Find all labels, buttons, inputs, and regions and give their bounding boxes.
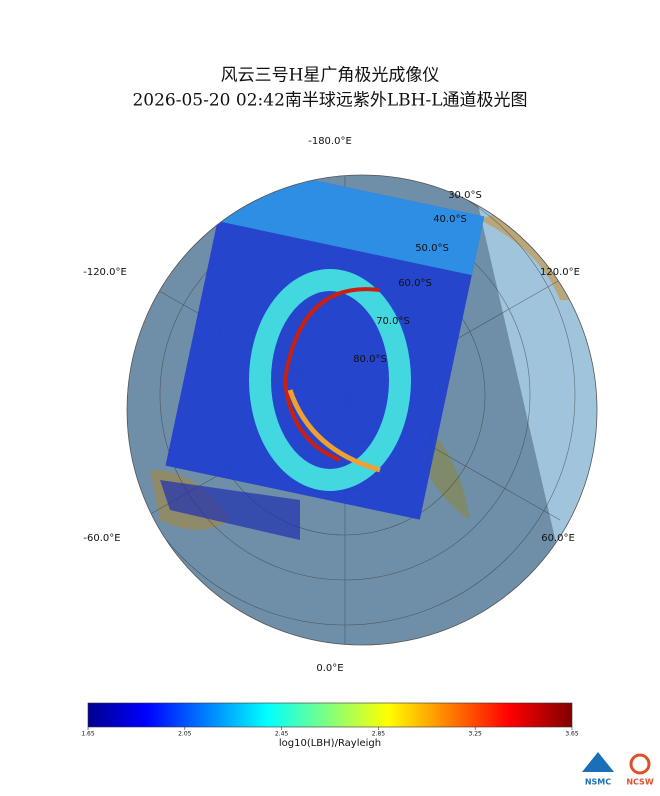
colorbar-tick-label: 3.65 — [565, 731, 579, 738]
colorbar-tick-label: 1.65 — [81, 731, 95, 738]
latitude-label: 60.0°S — [398, 278, 432, 289]
colorbar-tick-label: 3.25 — [469, 731, 483, 738]
colorbar-tick-label: 2.45 — [275, 731, 289, 738]
longitude-label: 60.0°E — [541, 533, 575, 544]
longitude-label: -60.0°E — [83, 533, 120, 544]
logo-text: NCSW — [626, 778, 653, 787]
latitude-label: 80.0°S — [353, 354, 387, 365]
logo: NSMC NCSW — [582, 752, 654, 787]
longitude-label: 0.0°E — [316, 663, 343, 674]
colorbar-tick-label: 2.05 — [178, 731, 192, 738]
longitude-label: -120.0°E — [83, 267, 127, 278]
latitude-label: 70.0°S — [376, 316, 410, 327]
title-line: 2026-05-20 02:42南半球远紫外LBH-L通道极光图 — [132, 91, 527, 111]
longitude-label: -180.0°E — [308, 136, 352, 147]
latitude-label: 50.0°S — [415, 243, 449, 254]
latitude-label: 40.0°S — [433, 214, 467, 225]
longitude-label: 120.0°E — [540, 267, 580, 278]
colorbar-label: log10(LBH)/Rayleigh — [279, 738, 381, 749]
latitude-label: 30.0°S — [448, 190, 482, 201]
globe — [127, 175, 597, 645]
colorbar — [87, 702, 573, 728]
colorbar-tick-label: 2.85 — [372, 731, 386, 738]
logo-text: NSMC — [585, 778, 611, 787]
title-line: 风云三号H星广角极光成像仪 — [221, 66, 440, 86]
